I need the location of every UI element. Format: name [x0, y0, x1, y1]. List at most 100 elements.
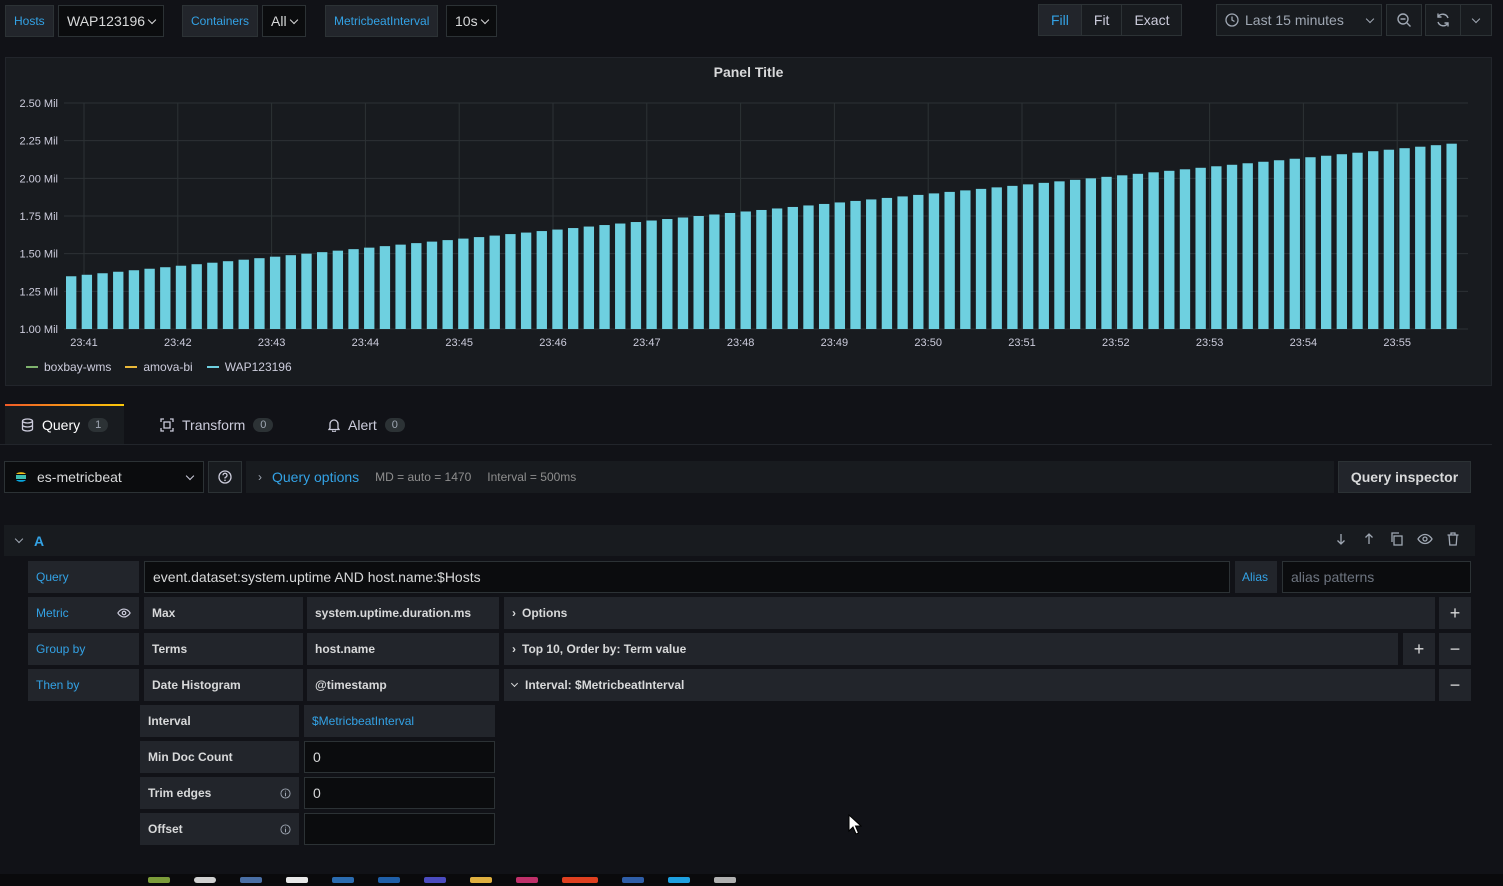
chart-bar: [458, 238, 469, 329]
interval-variable-select[interactable]: 10s: [446, 5, 497, 37]
chart-bar: [1117, 175, 1128, 329]
min-doc-count-input[interactable]: 0: [304, 741, 495, 773]
eye-icon[interactable]: [117, 606, 131, 620]
chevron-right-icon: ›: [512, 606, 516, 620]
info-icon[interactable]: [280, 823, 291, 835]
groupby-label: Group by: [28, 633, 139, 665]
chart-bar: [693, 216, 704, 329]
thenby-options-label: Interval: $MetricbeatInterval: [525, 678, 685, 692]
exact-button[interactable]: Exact: [1134, 12, 1170, 28]
taskbar-app-icon[interactable]: [668, 877, 690, 883]
legend-item[interactable]: amova-bi: [125, 360, 193, 374]
datasource-picker[interactable]: es-metricbeat: [4, 461, 204, 493]
refresh-interval-picker[interactable]: [1460, 4, 1492, 36]
fit-button[interactable]: Fit: [1082, 5, 1123, 35]
remove-thenby-button[interactable]: −: [1439, 669, 1471, 701]
fill-button[interactable]: Fill: [1039, 5, 1082, 35]
bell-icon: [328, 419, 340, 432]
chart-bar: [97, 273, 108, 329]
minus-icon: −: [1449, 638, 1461, 659]
chart-bar: [1226, 164, 1238, 329]
x-tick-label: 23:42: [164, 337, 192, 349]
trim-edges-input[interactable]: 0: [304, 777, 495, 809]
query-inspector-button[interactable]: Query inspector: [1338, 461, 1471, 493]
tabs-divider: [0, 444, 1492, 445]
max-data-points: MD = auto = 1470: [375, 470, 472, 484]
metric-aggregation[interactable]: Max: [144, 597, 303, 629]
legend-swatch: [26, 366, 38, 368]
x-tick-label: 23:54: [1290, 337, 1318, 349]
tab-transform[interactable]: Transform 0: [144, 405, 289, 445]
taskbar-app-icon[interactable]: [286, 877, 308, 883]
offset-text: Offset: [148, 822, 183, 836]
chart-bar: [818, 203, 830, 329]
legend-swatch: [125, 366, 138, 368]
duplicate-icon[interactable]: [1389, 531, 1405, 547]
chart-bar: [646, 220, 657, 329]
move-down-icon[interactable]: [1333, 531, 1349, 547]
y-tick-label: 2.50 Mil: [19, 98, 58, 110]
x-tick-label: 23:50: [914, 337, 942, 349]
remove-groupby-button[interactable]: −: [1439, 633, 1471, 665]
info-icon[interactable]: [280, 787, 291, 799]
chart-bar: [944, 191, 955, 329]
chart-bar: [1399, 148, 1410, 329]
chart-bar: [1038, 182, 1049, 329]
groupby-options-toggle[interactable]: › Top 10, Order by: Term value: [504, 633, 1398, 665]
move-up-icon[interactable]: [1361, 531, 1377, 547]
thenby-options-toggle[interactable]: Interval: $MetricbeatInterval: [504, 669, 1435, 701]
legend-item[interactable]: boxbay-wms: [26, 360, 111, 374]
panel-title[interactable]: Panel Title: [713, 64, 784, 80]
query-options-bar[interactable]: › Query options MD = auto = 1470 Interva…: [246, 461, 1334, 493]
metric-field[interactable]: system.uptime.duration.ms: [307, 597, 499, 629]
tab-alert[interactable]: Alert 0: [312, 405, 421, 445]
chart-bar: [1430, 145, 1442, 329]
clock-icon: [1225, 13, 1239, 27]
help-button[interactable]: [208, 461, 242, 493]
time-range-picker[interactable]: Last 15 minutes: [1216, 4, 1382, 36]
offset-input[interactable]: [304, 813, 495, 845]
interval-option-select[interactable]: $MetricbeatInterval: [304, 705, 495, 737]
chart-bar: [348, 249, 359, 329]
taskbar-app-icon[interactable]: [562, 877, 598, 883]
taskbar-app-icon[interactable]: [240, 877, 262, 883]
chart-bar: [787, 206, 798, 329]
thenby-field[interactable]: @timestamp: [307, 669, 499, 701]
alias-input[interactable]: alias patterns: [1282, 561, 1471, 593]
taskbar-app-icon[interactable]: [194, 877, 216, 883]
groupby-field[interactable]: host.name: [307, 633, 499, 665]
legend-item[interactable]: WAP123196: [206, 360, 292, 374]
chart-bar: [709, 214, 720, 329]
add-metric-button[interactable]: +: [1439, 597, 1471, 629]
metric-options-toggle[interactable]: › Options: [504, 597, 1435, 629]
thenby-aggregation[interactable]: Date Histogram: [144, 669, 303, 701]
chart-bar: [1132, 173, 1144, 329]
taskbar-app-icon[interactable]: [378, 877, 400, 883]
taskbar-app-icon[interactable]: [622, 877, 644, 883]
hosts-variable-select[interactable]: WAP123196: [58, 5, 165, 37]
chart-bar: [1289, 158, 1300, 329]
eye-icon[interactable]: [1417, 531, 1433, 547]
containers-variable-select[interactable]: All: [262, 5, 306, 37]
query-row-header[interactable]: A: [4, 525, 1475, 556]
taskbar-app-icon[interactable]: [424, 877, 446, 883]
add-groupby-button[interactable]: +: [1403, 633, 1435, 665]
trim-edges-label: Trim edges: [140, 777, 299, 809]
chevron-down-icon: [1471, 14, 1481, 23]
lucene-query-input[interactable]: event.dataset:system.uptime AND host.nam…: [144, 561, 1230, 593]
zoom-out-button[interactable]: [1386, 4, 1422, 36]
taskbar-app-icon[interactable]: [470, 877, 492, 883]
x-tick-label: 23:43: [258, 337, 286, 349]
chevron-down-icon: [1365, 14, 1375, 23]
tab-query[interactable]: Query 1: [5, 404, 125, 444]
taskbar-app-icon[interactable]: [714, 877, 736, 883]
taskbar-app-icon[interactable]: [516, 877, 538, 883]
refresh-button[interactable]: [1425, 4, 1461, 36]
taskbar-app-icon[interactable]: [332, 877, 354, 883]
chart-bar: [160, 267, 171, 329]
trash-icon[interactable]: [1445, 531, 1461, 547]
groupby-aggregation[interactable]: Terms: [144, 633, 303, 665]
chart-bar: [960, 190, 971, 329]
chart-bar: [128, 270, 140, 329]
taskbar-app-icon[interactable]: [148, 877, 170, 883]
